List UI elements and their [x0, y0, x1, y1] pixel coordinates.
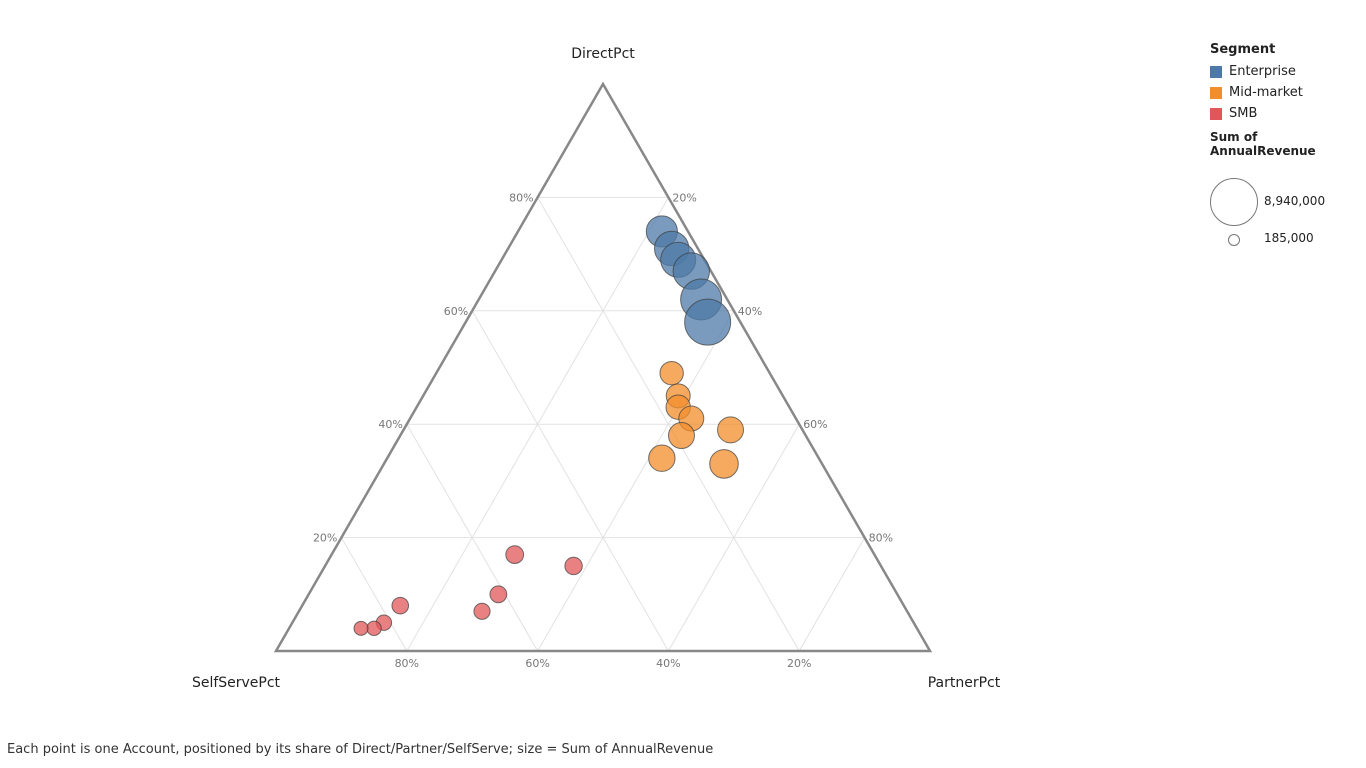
series-enterprise	[645, 215, 732, 346]
legend-item-enterprise[interactable]: Enterprise	[1210, 61, 1360, 82]
tick-selfserve-20: 20%	[787, 657, 811, 670]
tick-selfserve-40: 40%	[656, 657, 680, 670]
legend-item-smb[interactable]: SMB	[1210, 103, 1360, 124]
tick-selfserve-60: 60%	[525, 657, 549, 670]
axis-title-partner: PartnerPct	[928, 675, 1001, 691]
point-smb-5[interactable]	[473, 602, 491, 620]
tick-direct-20: 20%	[313, 532, 337, 545]
tick-direct-60: 60%	[444, 305, 468, 318]
point-smb-3[interactable]	[489, 585, 508, 604]
point-mid-market-5[interactable]	[667, 422, 695, 450]
grid-line-selfserve-40	[471, 310, 669, 652]
legend-swatch-mid-market	[1210, 86, 1222, 99]
legend-label-enterprise: Enterprise	[1229, 64, 1296, 79]
tick-labels: 20% 20% 20% 40% 40% 40% 60% 60% 60% 80% 80% 80%	[313, 191, 893, 670]
point-smb-8[interactable]	[353, 620, 369, 636]
grid-line-partner-60	[667, 423, 800, 652]
legend-title-segment: Segment	[1210, 42, 1276, 57]
axis-title-direct: DirectPct	[571, 46, 635, 62]
tick-direct-40: 40%	[378, 418, 402, 431]
grid-layer	[340, 196, 866, 652]
grid-line-partner-40	[537, 310, 735, 652]
tick-partner-40: 40%	[738, 305, 762, 318]
grid-line-partner-80	[798, 537, 866, 652]
point-smb-4[interactable]	[391, 596, 410, 615]
legend: Segment Enterprise Mid-market SMB Sum of…	[1210, 42, 1360, 268]
legend-title-size: Sum of AnnualRevenue	[1210, 130, 1316, 158]
tick-partner-20: 20%	[672, 191, 696, 204]
size-legend-bubble-min	[1228, 234, 1240, 246]
size-legend-max-label: 8,940,000	[1264, 194, 1326, 208]
grid-line-selfserve-60	[406, 423, 539, 652]
triangle-frame	[273, 81, 933, 653]
grid-line-selfserve-80	[340, 537, 408, 652]
size-legend: 8,940,000 185,000	[1210, 158, 1360, 268]
tick-partner-60: 60%	[803, 418, 827, 431]
point-mid-market-7[interactable]	[648, 444, 676, 472]
legend-swatch-enterprise	[1210, 65, 1222, 78]
legend-label-mid-market: Mid-market	[1229, 85, 1303, 100]
point-mid-market-6[interactable]	[717, 416, 745, 444]
point-smb-2[interactable]	[564, 556, 583, 576]
axis-title-selfserve: SelfServePct	[192, 675, 281, 691]
legend-label-smb: SMB	[1229, 106, 1258, 121]
data-points	[353, 215, 745, 637]
legend-swatch-smb	[1210, 107, 1222, 120]
legend-item-mid-market[interactable]: Mid-market	[1210, 82, 1360, 103]
chart-caption: Each point is one Account, positioned by…	[7, 742, 714, 757]
point-mid-market-8[interactable]	[709, 449, 739, 479]
point-enterprise-6[interactable]	[684, 298, 732, 346]
tick-direct-80: 80%	[509, 191, 533, 204]
point-mid-market-1[interactable]	[659, 360, 684, 386]
point-smb-7[interactable]	[366, 620, 382, 637]
series-mid-market	[648, 360, 745, 479]
series-smb	[353, 545, 583, 637]
tick-selfserve-80: 80%	[395, 657, 419, 670]
size-legend-min-label: 185,000	[1264, 231, 1314, 245]
tick-partner-80: 80%	[869, 532, 893, 545]
size-legend-bubble-max	[1210, 178, 1258, 226]
point-smb-1[interactable]	[505, 545, 525, 565]
